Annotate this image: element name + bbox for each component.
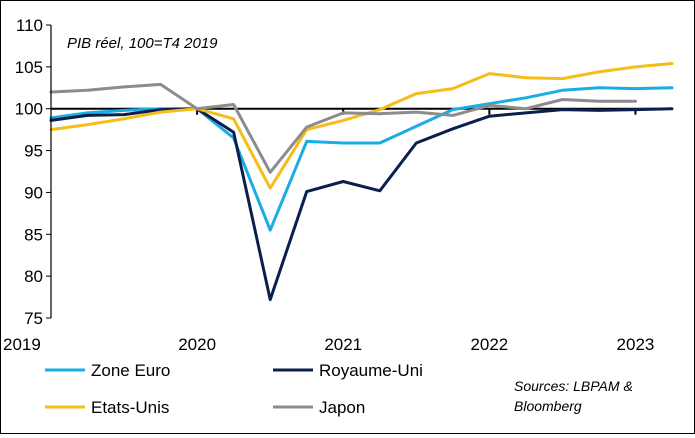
series-layer <box>49 62 674 302</box>
y-tick-label-105: 105 <box>15 58 43 77</box>
legend-label-etats-unis: Etats-Unis <box>91 398 169 417</box>
legend-label-royaume-uni: Royaume-Uni <box>319 361 423 380</box>
y-tick-label-80: 80 <box>24 267 43 286</box>
y-tick-label-110: 110 <box>16 16 43 35</box>
x-tick-label-2022: 2022 <box>470 335 508 354</box>
y-tick-label-90: 90 <box>24 183 43 202</box>
series-line-japon <box>49 82 637 174</box>
x-tick-label-2020: 2020 <box>178 335 216 354</box>
y-tick-label-95: 95 <box>24 142 43 161</box>
chart-subtitle: PIB réel, 100=T4 2019 <box>67 35 218 52</box>
y-tick-label-85: 85 <box>24 225 43 244</box>
x-tick-label-2019: 2019 <box>3 335 41 354</box>
y-tick-label-75: 75 <box>24 309 43 328</box>
axis-layer: 75 80 85 90 95 100 105 110 2019 2020 2021 2022 2023 <box>3 16 654 354</box>
source-line-2: Bloomberg <box>514 398 582 414</box>
x-tick-label-2023: 2023 <box>617 335 655 354</box>
source-line-1: Sources: LBPAM & <box>514 378 633 394</box>
y-tick-label-100: 100 <box>15 100 43 119</box>
legend: Zone Euro Royaume-Uni Etats-Unis Japon <box>45 361 423 417</box>
series-line-etats-unis <box>49 62 674 190</box>
legend-label-zone-euro: Zone Euro <box>91 361 170 380</box>
x-tick-label-2021: 2021 <box>324 335 362 354</box>
series-line-royaume-uni <box>49 107 674 302</box>
legend-label-japon: Japon <box>319 398 365 417</box>
